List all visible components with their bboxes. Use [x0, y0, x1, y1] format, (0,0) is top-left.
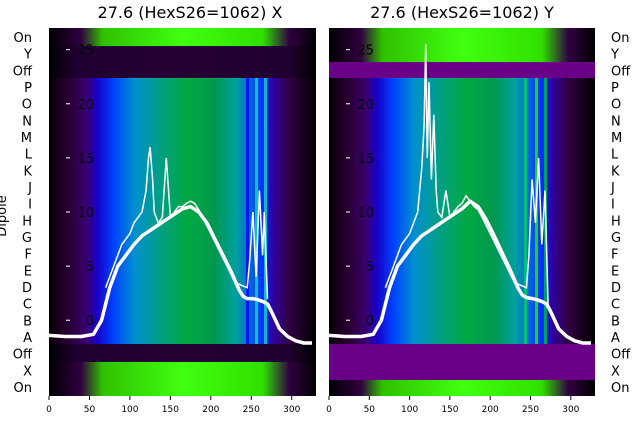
- row-label: On: [611, 381, 629, 396]
- row-label: J: [27, 181, 32, 196]
- left-heatmap-main: [49, 78, 316, 344]
- row-label: I: [28, 198, 32, 213]
- row-label: Off: [611, 348, 631, 363]
- row-label: B: [23, 314, 32, 329]
- row-label: H: [611, 214, 621, 229]
- left-heatmap-lower-dark-band: [49, 344, 316, 362]
- row-label: K: [23, 164, 32, 179]
- right-heatmap-top-band: [329, 28, 595, 62]
- row-label: A: [611, 331, 620, 346]
- row-label: L: [611, 148, 619, 163]
- y-tick-label: 15: [77, 152, 94, 167]
- row-label: F: [25, 248, 32, 263]
- row-label: N: [22, 114, 32, 129]
- left-heatmap-panel: 27.6 (HexS26=1062) X Dipole OnYOffPONMLK…: [0, 3, 316, 415]
- right-chart-title: 27.6 (HexS26=1062) Y: [370, 3, 554, 22]
- row-label: I: [611, 198, 615, 213]
- row-label: M: [21, 131, 32, 146]
- right-heatmap-panel: 27.6 (HexS26=1062) Y OnYOffPONMLKJIHGFED…: [326, 3, 631, 415]
- left-chart-title: 27.6 (HexS26=1062) X: [98, 3, 283, 22]
- row-label: A: [23, 331, 32, 346]
- row-label: F: [611, 248, 618, 263]
- row-label: M: [611, 131, 622, 146]
- right-heatmap-main: [329, 78, 595, 344]
- y-tick-label: 0: [366, 314, 374, 329]
- row-label: On: [14, 381, 32, 396]
- row-label: B: [611, 314, 620, 329]
- x-tick-label: 150: [441, 405, 458, 415]
- row-label: C: [611, 298, 620, 313]
- x-tick-label: 50: [84, 405, 96, 415]
- x-tick-label: 200: [482, 405, 499, 415]
- left-heatmap-upper-dark-band: [49, 46, 316, 78]
- row-label: E: [611, 264, 619, 279]
- x-tick-label: 50: [364, 405, 376, 415]
- row-label: P: [24, 81, 32, 96]
- right-spiky-line: [384, 44, 549, 310]
- y-tick-label: 25: [77, 44, 94, 59]
- x-tick-label: 0: [326, 405, 332, 415]
- row-label: D: [611, 281, 621, 296]
- right-heatmap-bottom-band: [329, 380, 595, 396]
- left-spiky-line: [104, 146, 269, 299]
- row-label: O: [22, 98, 32, 113]
- row-label: L: [25, 148, 33, 163]
- row-label: On: [14, 31, 32, 46]
- row-label: N: [611, 114, 621, 129]
- left-heatmap-top-band: [49, 28, 316, 46]
- row-label: P: [611, 81, 619, 96]
- row-label: K: [611, 164, 620, 179]
- x-tick-label: 300: [562, 405, 579, 415]
- y-tick-label: 20: [357, 98, 374, 113]
- x-tick-label: 150: [162, 405, 179, 415]
- x-tick-label: 100: [121, 405, 138, 415]
- y-tick-label: 10: [77, 206, 94, 221]
- row-label: Y: [23, 48, 32, 63]
- row-label: Off: [13, 64, 33, 79]
- y-tick-label: 5: [86, 260, 94, 275]
- row-label: H: [22, 214, 32, 229]
- left-y-axis-label: Dipole: [0, 195, 10, 236]
- x-tick-label: 250: [522, 405, 539, 415]
- left-y-ticks: 0 5 10 15 20 25: [66, 44, 94, 329]
- left-heatmap-stripe: [246, 78, 249, 344]
- row-label: E: [24, 264, 32, 279]
- left-heatmap-stripe: [264, 78, 267, 344]
- x-tick-label: 250: [243, 405, 260, 415]
- y-tick-label: 25: [357, 44, 374, 59]
- left-heatmap-stripe: [255, 78, 258, 344]
- row-label: Y: [610, 48, 619, 63]
- x-tick-label: 0: [46, 405, 52, 415]
- y-tick-label: 20: [77, 98, 94, 113]
- row-label: X: [23, 364, 32, 379]
- right-x-ticks: 0 50 100 150 200 250 300: [326, 396, 580, 415]
- row-label: O: [611, 98, 621, 113]
- y-tick-label: 0: [86, 314, 94, 329]
- row-label: Off: [13, 348, 33, 363]
- right-y-ticks: 0 5 10 15 20 25: [346, 44, 374, 329]
- row-label: C: [23, 298, 32, 313]
- x-tick-label: 100: [401, 405, 418, 415]
- right-heatmap-lower-purple-band: [329, 344, 595, 380]
- row-label: Off: [611, 64, 631, 79]
- row-label: G: [611, 231, 621, 246]
- row-label: J: [610, 181, 615, 196]
- row-label: X: [611, 364, 620, 379]
- y-tick-label: 15: [357, 152, 374, 167]
- row-label: G: [22, 231, 32, 246]
- left-heatmap-bottom-band: [49, 362, 316, 396]
- right-heatmap-upper-purple-band: [329, 62, 595, 78]
- x-tick-label: 200: [202, 405, 219, 415]
- right-heatmap-stripe: [524, 78, 527, 344]
- x-tick-label: 300: [283, 405, 300, 415]
- left-x-ticks: 0 50 100 150 200 250 300: [46, 396, 301, 415]
- y-tick-label: 5: [366, 260, 374, 275]
- row-label: D: [22, 281, 32, 296]
- y-tick-label: 10: [357, 206, 374, 221]
- row-label: On: [611, 31, 629, 46]
